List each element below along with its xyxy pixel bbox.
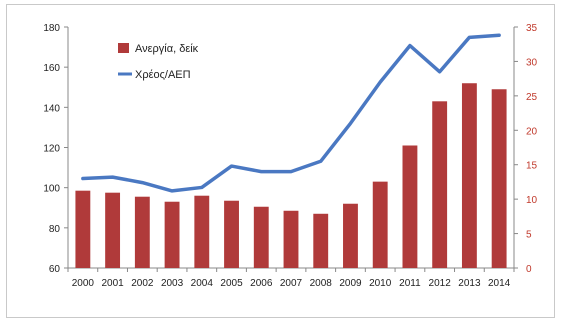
- y-right-tick-label: 10: [526, 195, 538, 206]
- y-right-tick-label: 20: [526, 126, 538, 137]
- bar: [194, 195, 210, 268]
- y-right-tick-label: 30: [526, 57, 538, 68]
- legend-label-bars: Ανεργία, δείκ: [135, 43, 199, 55]
- x-tick-label: 2009: [339, 278, 362, 289]
- bar: [283, 210, 299, 268]
- bar: [491, 89, 507, 268]
- bar: [343, 203, 358, 268]
- y-left-tick-label: 160: [43, 63, 60, 74]
- x-tick-label: 2011: [399, 278, 421, 289]
- bar: [432, 101, 448, 268]
- bar: [253, 206, 269, 268]
- bar-series: [75, 83, 507, 268]
- x-tick-label: 2001: [101, 278, 124, 289]
- y-right-tick-label: 15: [526, 161, 538, 172]
- y-left-tick-label: 180: [43, 23, 60, 34]
- x-tick-labels: 2000 2001 2002 2003 2004 2005 2006 2007 2008 2009…: [72, 278, 511, 289]
- y-left-tick-label: 80: [49, 224, 61, 235]
- y-right-tick-label: 0: [526, 264, 532, 275]
- bar: [164, 201, 180, 268]
- x-tick-label: 2007: [280, 278, 303, 289]
- bar: [134, 196, 150, 268]
- x-tick-label: 2006: [250, 278, 273, 289]
- x-tick-label: 2005: [220, 278, 243, 289]
- x-tick-label: 2000: [72, 278, 95, 289]
- x-tick-label: 2008: [310, 278, 333, 289]
- x-tick-label: 2002: [131, 278, 154, 289]
- y-right-tick-label: 25: [526, 92, 538, 103]
- bar: [105, 192, 121, 268]
- x-tick-label: 2014: [488, 278, 511, 289]
- series-line: [81, 33, 501, 193]
- bar: [313, 213, 329, 268]
- legend-swatch-bars: [118, 43, 129, 53]
- legend: Ανεργία, δείκ Χρέος/ΑΕΠ: [118, 43, 199, 81]
- y-left-tick-label: 140: [43, 103, 60, 114]
- y-right-tick-label: 5: [526, 230, 532, 241]
- bar: [461, 83, 477, 268]
- y-left-tick-label: 60: [49, 264, 61, 275]
- bar: [372, 181, 388, 268]
- x-tick-label: 2010: [369, 278, 392, 289]
- bar: [402, 145, 418, 268]
- x-tick-label: 2004: [191, 278, 214, 289]
- y-left-tick-label: 100: [43, 184, 60, 195]
- x-tick-label: 2012: [429, 278, 452, 289]
- x-tick-label: 2003: [161, 278, 184, 289]
- line-series: [81, 33, 501, 193]
- x-tick-label: 2013: [458, 278, 481, 289]
- y-left-tick-label: 120: [43, 144, 60, 155]
- bar: [224, 200, 239, 268]
- y-left-tick-labels: 60 80 100 120 140 160 180: [43, 23, 60, 275]
- legend-label-line: Χρέος/ΑΕΠ: [135, 69, 191, 81]
- bar: [75, 190, 91, 268]
- y-right-tick-label: 35: [526, 23, 538, 34]
- y-right-tick-labels: 0 5 10 15 20 25 30 35: [526, 23, 538, 275]
